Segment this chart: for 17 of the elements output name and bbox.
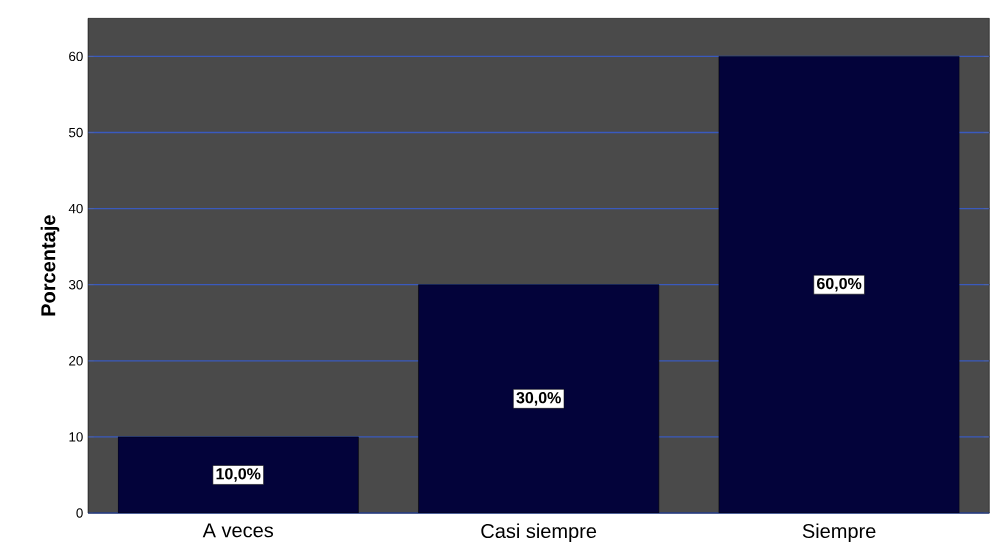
x-tick-label: A veces [202,523,274,538]
y-tick-label: 0 [76,508,83,518]
data-label: 30,0% [516,392,561,406]
y-axis-title: Porcentaje [40,215,60,316]
y-tick-label: 20 [69,356,83,366]
data-label: 60,0% [817,277,862,292]
bar [418,284,659,513]
y-tick-label: 30 [68,279,83,290]
y-tick-label: 60 [69,51,83,62]
data-label: 10,0% [216,468,261,482]
bar [718,56,960,513]
bar [117,436,359,513]
y-tick-label: 10 [69,432,83,442]
y-tick-label: 40 [68,203,83,214]
x-tick-label: Casi siempre [481,523,597,543]
x-tick-label: Siempre [802,523,876,543]
y-tick-label: 50 [69,127,83,138]
